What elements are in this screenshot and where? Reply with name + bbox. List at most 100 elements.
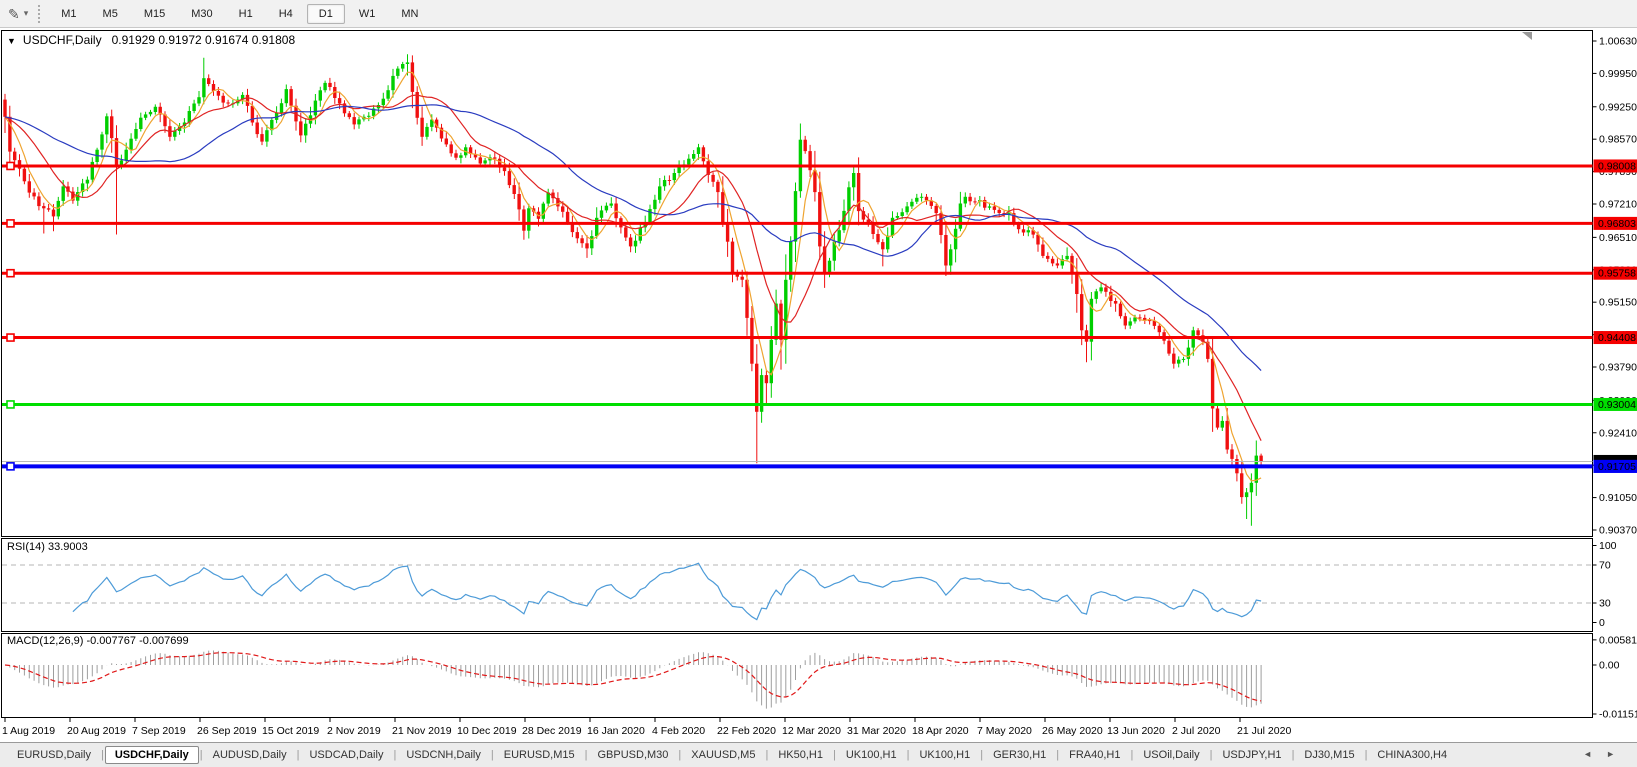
tab-scroll-left-icon[interactable]: ◄: [1583, 749, 1607, 759]
candle-body: [143, 114, 148, 118]
candle-body: [226, 102, 230, 104]
candle-body: [784, 279, 788, 340]
tab-scroll-right-icon[interactable]: ►: [1606, 749, 1629, 759]
candle-body: [517, 194, 521, 210]
timeframe-mn-button[interactable]: MN: [401, 7, 419, 20]
timeframe-m5-button[interactable]: M5: [102, 7, 118, 20]
tab-uk100-h1[interactable]: UK100,H1: [845, 749, 897, 761]
candle-body: [1065, 255, 1069, 260]
candle-body: [386, 90, 390, 99]
main-chart-pane[interactable]: [1, 30, 1593, 537]
candle-body: [527, 208, 531, 231]
tab-usdcad-daily[interactable]: USDCAD,Daily: [309, 749, 384, 761]
candle-body: [1133, 317, 1137, 322]
candle-body: [856, 173, 861, 212]
rsi-line: [72, 562, 1262, 621]
tab-china300-h4[interactable]: CHINA300,H4: [1377, 749, 1448, 761]
tab-audusd-daily[interactable]: AUDUSD,Daily: [212, 749, 287, 761]
candle-body: [347, 113, 351, 118]
cursor-tool-button[interactable]: ✎ ▾: [0, 7, 34, 21]
chart-tab-bar: EURUSD,Daily | USDCHF,Daily | AUDUSD,Daily | U…: [0, 742, 1637, 767]
candle-body: [963, 196, 967, 204]
candle-body: [250, 105, 255, 123]
timeframe-m30-button[interactable]: M30: [191, 7, 213, 20]
candle-body: [66, 186, 70, 192]
symbol-dropdown-icon[interactable]: ▼: [7, 36, 16, 46]
candle-body: [1099, 287, 1103, 292]
candle-body: [997, 209, 1001, 213]
candle-body: [818, 192, 822, 247]
candle-body: [1031, 230, 1035, 235]
scroll-to-end-icon[interactable]: [1522, 32, 1532, 40]
candle-body: [648, 209, 652, 223]
candle-body: [696, 147, 701, 154]
candle-body: [953, 228, 958, 250]
hline-handle[interactable]: [6, 219, 15, 228]
candle-body: [1167, 340, 1171, 354]
candle-body: [876, 234, 880, 243]
candle-body: [371, 108, 376, 116]
candle-body: [881, 242, 885, 250]
crayon-icon: ✎: [8, 5, 20, 22]
tab-hk50-h1[interactable]: HK50,H1: [778, 749, 823, 761]
hline-price-box: [1593, 266, 1637, 280]
candle-body: [643, 222, 647, 228]
candle-body: [565, 211, 570, 223]
candle-body: [245, 94, 250, 106]
candle-body: [1113, 301, 1118, 304]
tab-eurusd-m15[interactable]: EURUSD,M15: [503, 749, 575, 761]
date-axis-label: 13 Jun 2020: [1107, 725, 1165, 737]
tab-dj30-m15[interactable]: DJ30,M15: [1304, 749, 1355, 761]
hline-price-box: [1593, 159, 1637, 173]
candle-body: [609, 203, 613, 206]
timeframe-toolbar: ✎ ▾ M1 M5 M15 M30 H1 H4 D1 W1 MN: [0, 0, 1637, 28]
tab-uk100-h1[interactable]: UK100,H1: [919, 749, 971, 761]
timeframe-m15-button[interactable]: M15: [143, 7, 166, 20]
candle-body: [658, 186, 662, 200]
tab-gbpusd-m30[interactable]: GBPUSD,M30: [597, 749, 669, 761]
tab-fra40-h1[interactable]: FRA40,H1: [1069, 749, 1121, 761]
timeframe-h4-button[interactable]: H4: [278, 7, 293, 20]
timeframe-d1-button[interactable]: D1: [306, 3, 345, 24]
date-axis-label: 18 Apr 2020: [912, 725, 969, 737]
tab-usdchf-daily[interactable]: USDCHF,Daily: [104, 746, 199, 764]
candle-body: [124, 149, 128, 161]
candle-body: [493, 157, 497, 159]
candle-body: [653, 199, 657, 210]
timeframe-h1-button[interactable]: H1: [238, 7, 253, 20]
candle-body: [1172, 353, 1176, 364]
timeframe-m1-button[interactable]: M1: [61, 7, 77, 20]
hline-handle[interactable]: [6, 161, 15, 171]
tab-usdjpy-h1[interactable]: USDJPY,H1: [1222, 749, 1282, 761]
tab-divider: |: [906, 749, 910, 761]
hline-handle[interactable]: [6, 400, 15, 409]
candle-body: [987, 206, 992, 208]
hline-handle[interactable]: [6, 462, 15, 471]
price-chart-svg[interactable]: 1.006300.999500.992500.985700.978900.972…: [0, 29, 1637, 742]
tab-divider: |: [832, 749, 836, 761]
tab-usoil-daily[interactable]: USOil,Daily: [1143, 749, 1200, 761]
candle-body: [919, 196, 924, 198]
tab-eurusd-daily[interactable]: EURUSD,Daily: [17, 749, 91, 761]
hline-handle[interactable]: [6, 268, 15, 278]
tab-ger30-h1[interactable]: GER30,H1: [993, 749, 1047, 761]
hline-handle[interactable]: [6, 333, 15, 342]
hline-price-box: [1593, 216, 1637, 230]
candle-body: [1147, 320, 1152, 322]
rsi-pane[interactable]: [1, 538, 1593, 632]
candle-body: [866, 219, 870, 223]
rsi-axis-label: 30: [1599, 598, 1611, 610]
candle-body: [764, 375, 769, 384]
candle-body: [900, 212, 904, 216]
timeframe-w1-button[interactable]: W1: [358, 7, 376, 20]
candle-body: [42, 206, 46, 209]
candle-body: [401, 64, 405, 69]
hline-price-box-label: 0.91705: [1598, 461, 1636, 473]
moving-average-34: [4, 104, 1262, 372]
tab-xauusd-m5[interactable]: XAUUSD,M5: [691, 749, 756, 761]
macd-pane[interactable]: [1, 633, 1593, 718]
candle-body: [721, 192, 725, 223]
candle-body: [871, 222, 875, 234]
tab-usdcnh-daily[interactable]: USDCNH,Daily: [406, 749, 481, 761]
candle-body: [216, 91, 221, 96]
